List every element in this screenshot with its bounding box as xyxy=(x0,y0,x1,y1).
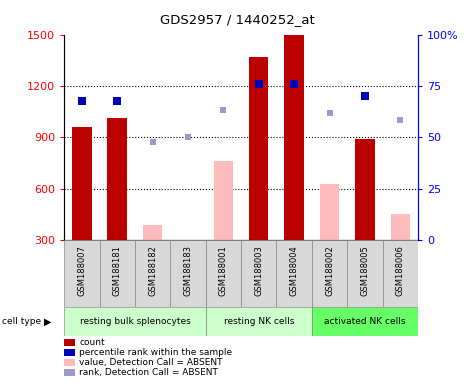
Point xyxy=(397,117,404,123)
Text: rank, Detection Call = ABSENT: rank, Detection Call = ABSENT xyxy=(79,368,218,377)
Bar xyxy=(214,161,233,240)
Text: GSM188003: GSM188003 xyxy=(254,245,263,296)
Bar xyxy=(135,240,171,307)
Text: GSM188183: GSM188183 xyxy=(183,245,192,296)
Point xyxy=(184,134,192,141)
Text: resting NK cells: resting NK cells xyxy=(224,317,294,326)
Text: GSM188002: GSM188002 xyxy=(325,245,334,296)
Bar xyxy=(249,57,268,240)
Text: percentile rank within the sample: percentile rank within the sample xyxy=(79,348,232,357)
Bar xyxy=(178,240,198,242)
Bar xyxy=(320,184,339,240)
Bar xyxy=(347,240,383,307)
Bar xyxy=(241,240,276,307)
Bar xyxy=(64,307,206,336)
Bar xyxy=(312,307,418,336)
Bar xyxy=(355,139,375,240)
Bar xyxy=(383,240,418,307)
Text: GSM188004: GSM188004 xyxy=(290,245,299,296)
Bar xyxy=(206,307,312,336)
Text: ▶: ▶ xyxy=(44,317,52,327)
Bar xyxy=(72,127,92,240)
Point xyxy=(219,107,227,113)
Text: cell type: cell type xyxy=(2,317,41,326)
Text: GSM188001: GSM188001 xyxy=(219,245,228,296)
Bar xyxy=(312,240,347,307)
Bar xyxy=(276,240,312,307)
Text: resting bulk splenocytes: resting bulk splenocytes xyxy=(79,317,190,326)
Text: GSM188006: GSM188006 xyxy=(396,245,405,296)
Bar xyxy=(390,214,410,240)
Text: GSM188181: GSM188181 xyxy=(113,245,122,296)
Text: GSM188005: GSM188005 xyxy=(361,245,370,296)
Bar xyxy=(206,240,241,307)
Bar xyxy=(64,240,100,307)
Bar xyxy=(285,35,304,240)
Point xyxy=(255,81,263,87)
Bar xyxy=(99,240,135,307)
Point xyxy=(78,98,86,104)
Text: count: count xyxy=(79,338,105,347)
Point xyxy=(326,110,333,116)
Point xyxy=(361,93,369,99)
Point xyxy=(290,81,298,87)
Text: GDS2957 / 1440252_at: GDS2957 / 1440252_at xyxy=(160,13,315,26)
Text: GSM188007: GSM188007 xyxy=(77,245,86,296)
Text: GSM188182: GSM188182 xyxy=(148,245,157,296)
Point xyxy=(114,98,121,104)
Text: activated NK cells: activated NK cells xyxy=(324,317,406,326)
Bar xyxy=(107,118,127,240)
Text: value, Detection Call = ABSENT: value, Detection Call = ABSENT xyxy=(79,358,223,367)
Bar xyxy=(170,240,206,307)
Bar xyxy=(143,225,162,240)
Point xyxy=(149,139,156,146)
